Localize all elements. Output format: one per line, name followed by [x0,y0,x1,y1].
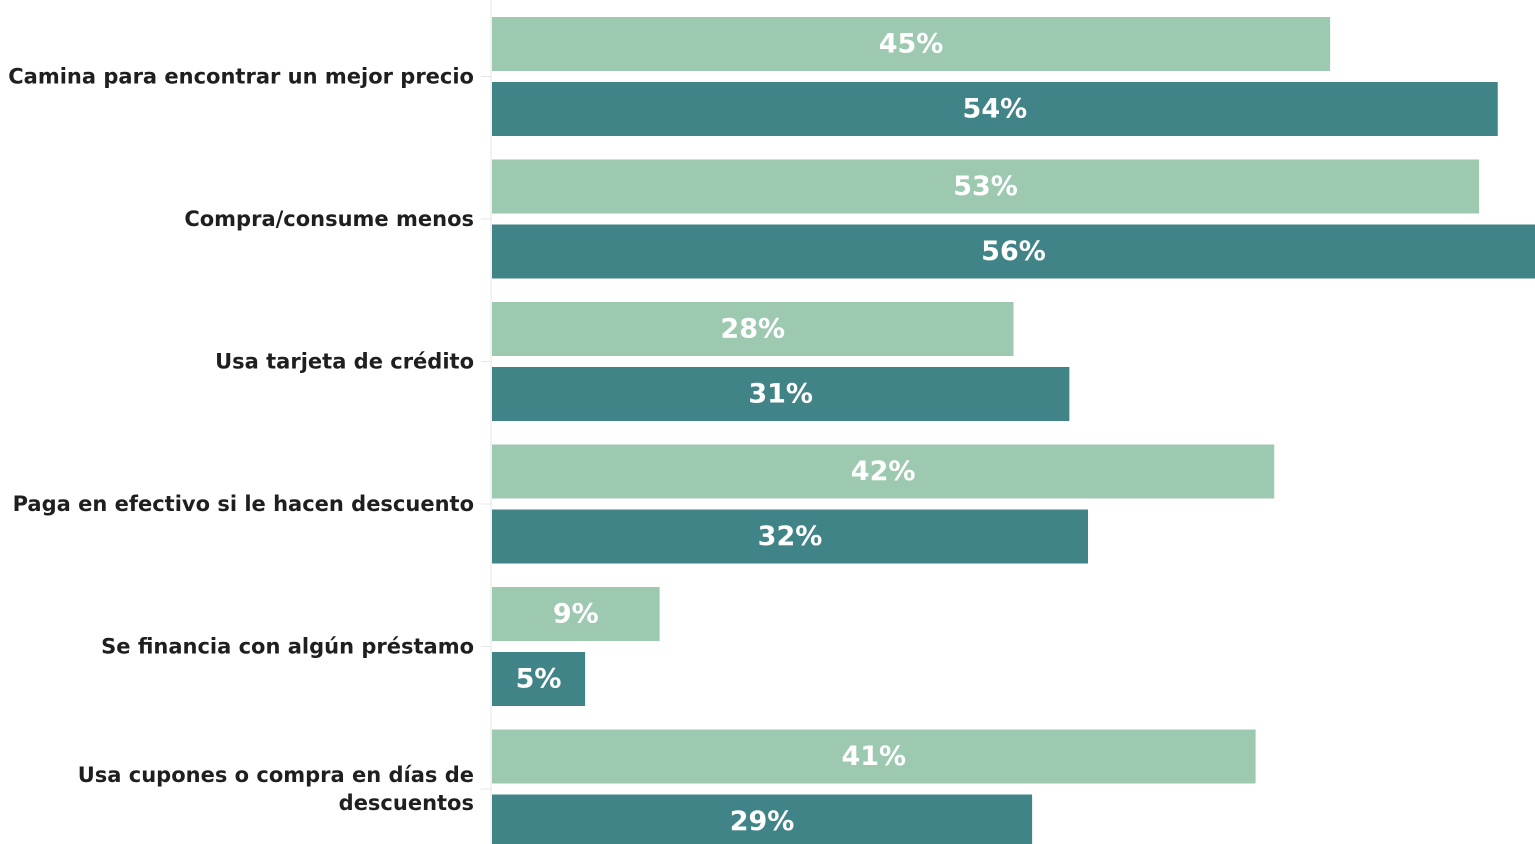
data-label-2-series-1: 53% [953,171,1018,202]
category-label-5-line-1: Se financia con algún préstamo [101,635,474,659]
category-label-5: Se financia con algún préstamo [101,635,474,659]
category-label-4-line-1: Paga en efectivo si le hacen descuento [13,492,474,516]
category-label-6: Usa cupones o compra en días de descuento… [78,763,474,815]
data-label-5-series-1: 9% [553,599,599,630]
category-label-6-line-1: Usa cupones o compra en días de [78,763,474,787]
data-label-5-series-2: 5% [516,664,562,695]
bar-3-series-2 [492,367,1070,421]
data-label-4-series-2: 32% [758,521,823,552]
bar-3-series-1 [492,302,1014,356]
data-label-3-series-2: 31% [748,379,813,410]
data-label-6-series-1: 41% [841,741,906,772]
category-label-3-line-1: Usa tarjeta de crédito [215,350,474,374]
data-label-1-series-2: 54% [963,94,1028,125]
bars-layer: 45% 54% 53% 56% 28% 31% 42% 32% 9% 5% 41% 29% [492,17,1535,844]
bar-4-series-2 [492,509,1088,564]
category-label-3: Usa tarjeta de crédito [215,350,474,374]
data-label-2-series-2: 56% [981,236,1046,267]
category-label-4: Paga en efectivo si le hacen descuento [13,492,474,516]
category-labels: Camina para encontrar un mejor precio Com… [8,65,491,815]
data-label-1-series-1: 45% [879,29,944,60]
bar-2-series-2 [492,224,1535,279]
category-label-1-line-1: Camina para encontrar un mejor precio [8,65,474,89]
bar-1-series-1 [492,17,1331,71]
bar-2-series-1 [492,159,1480,214]
category-label-2-line-1: Compra/consume menos [184,207,474,231]
bar-1-series-2 [492,82,1498,136]
bar-5-series-2 [492,652,586,706]
category-label-1: Camina para encontrar un mejor precio [8,65,474,89]
data-label-3-series-1: 28% [720,314,785,345]
bar-5-series-1 [492,587,660,641]
category-label-2: Compra/consume menos [184,207,474,231]
data-label-6-series-2: 29% [730,806,795,837]
bar-6-series-2 [492,794,1033,844]
data-label-4-series-1: 42% [851,456,916,487]
bar-4-series-1 [492,444,1275,499]
category-label-6-line-2: descuentos [339,791,474,815]
bar-6-series-1 [492,729,1256,784]
